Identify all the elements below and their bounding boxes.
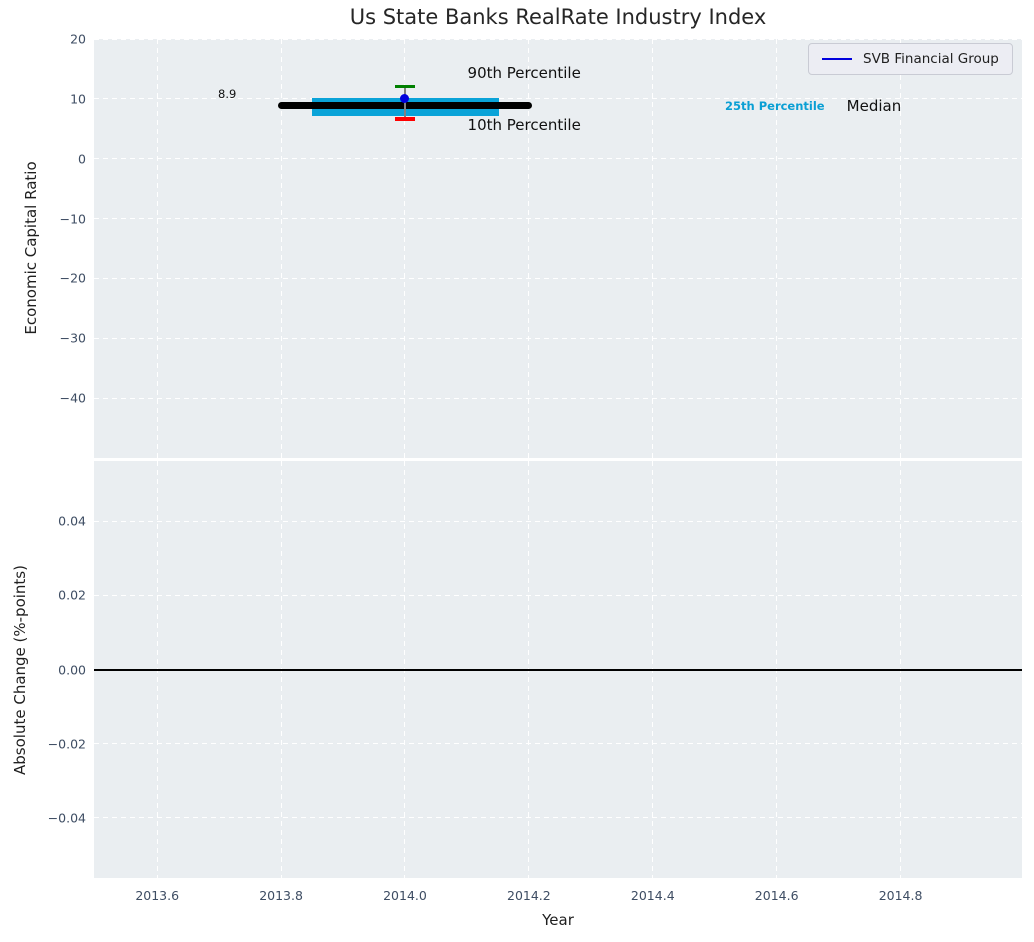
- percentile-10-90-errorbar-cap-bottom: [395, 117, 415, 121]
- y-gridline: [94, 277, 1022, 279]
- y-axis-label-bottom: Absolute Change (%-points): [11, 565, 29, 775]
- x-gridline: [156, 39, 158, 458]
- y-tick-label: −40: [59, 390, 86, 406]
- x-tick-label: 2014.8: [878, 888, 923, 903]
- y-tick-label: −30: [59, 330, 86, 346]
- y-gridline: [94, 817, 1022, 819]
- y-tick-label: −0.04: [47, 810, 86, 826]
- y-gridline: [94, 98, 1022, 100]
- y-gridline: [94, 397, 1022, 399]
- svb-financial-group-point: [400, 94, 410, 104]
- annotation-90th-percentile: 90th Percentile: [467, 63, 581, 82]
- x-gridline: [528, 39, 530, 458]
- annotation-8-9: 8.9: [218, 87, 237, 102]
- y-gridline: [94, 39, 1022, 40]
- x-gridline: [900, 39, 902, 458]
- legend: SVB Financial Group: [808, 43, 1013, 75]
- y-tick-label: −20: [59, 270, 86, 286]
- x-gridline: [652, 39, 654, 458]
- x-tick-label: 2013.6: [135, 888, 180, 903]
- x-tick-label: 2014.4: [630, 888, 675, 903]
- y-gridline: [94, 218, 1022, 220]
- chart-title: Us State Banks RealRate Industry Index: [349, 5, 767, 29]
- y-tick-label: 0.00: [58, 662, 86, 677]
- y-gridline: [94, 337, 1022, 339]
- percentile-10-90-errorbar-cap-top: [395, 84, 415, 89]
- y-tick-label: −0.02: [47, 736, 86, 752]
- x-axis-label: Year: [542, 911, 574, 929]
- x-tick-label: 2013.8: [259, 888, 303, 903]
- y-axis-label-top: Economic Capital Ratio: [22, 161, 40, 335]
- y-tick-label: 20: [70, 31, 86, 47]
- y-gridline: [94, 520, 1022, 522]
- y-tick-label: 0.04: [58, 513, 86, 529]
- bottom-plot-area: [94, 461, 1022, 878]
- x-tick-label: 2014.0: [383, 888, 427, 903]
- x-gridline: [404, 39, 406, 458]
- y-tick-label: 0.02: [58, 587, 86, 603]
- annotation-10th-percentile: 10th Percentile: [467, 116, 581, 135]
- y-gridline: [94, 158, 1022, 160]
- y-tick-label: −10: [59, 211, 86, 227]
- x-gridline: [776, 39, 778, 458]
- y-tick-label: 10: [70, 91, 86, 107]
- zero-line: [94, 668, 1022, 671]
- legend-line-swatch: [822, 57, 852, 61]
- annotation-25th-percentile: 25th Percentile: [725, 98, 825, 113]
- top-plot-area: 8.9 90th Percentile 10th Percentile 25th Pe…: [94, 39, 1022, 458]
- y-gridline: [94, 743, 1022, 745]
- x-gridline: [280, 39, 282, 458]
- legend-label: SVB Financial Group: [863, 51, 999, 67]
- y-tick-label: 0: [78, 151, 86, 167]
- x-tick-label: 2014.6: [754, 888, 799, 903]
- annotation-median: Median: [846, 96, 902, 115]
- y-gridline: [94, 594, 1022, 596]
- x-tick-label: 2014.2: [507, 888, 551, 903]
